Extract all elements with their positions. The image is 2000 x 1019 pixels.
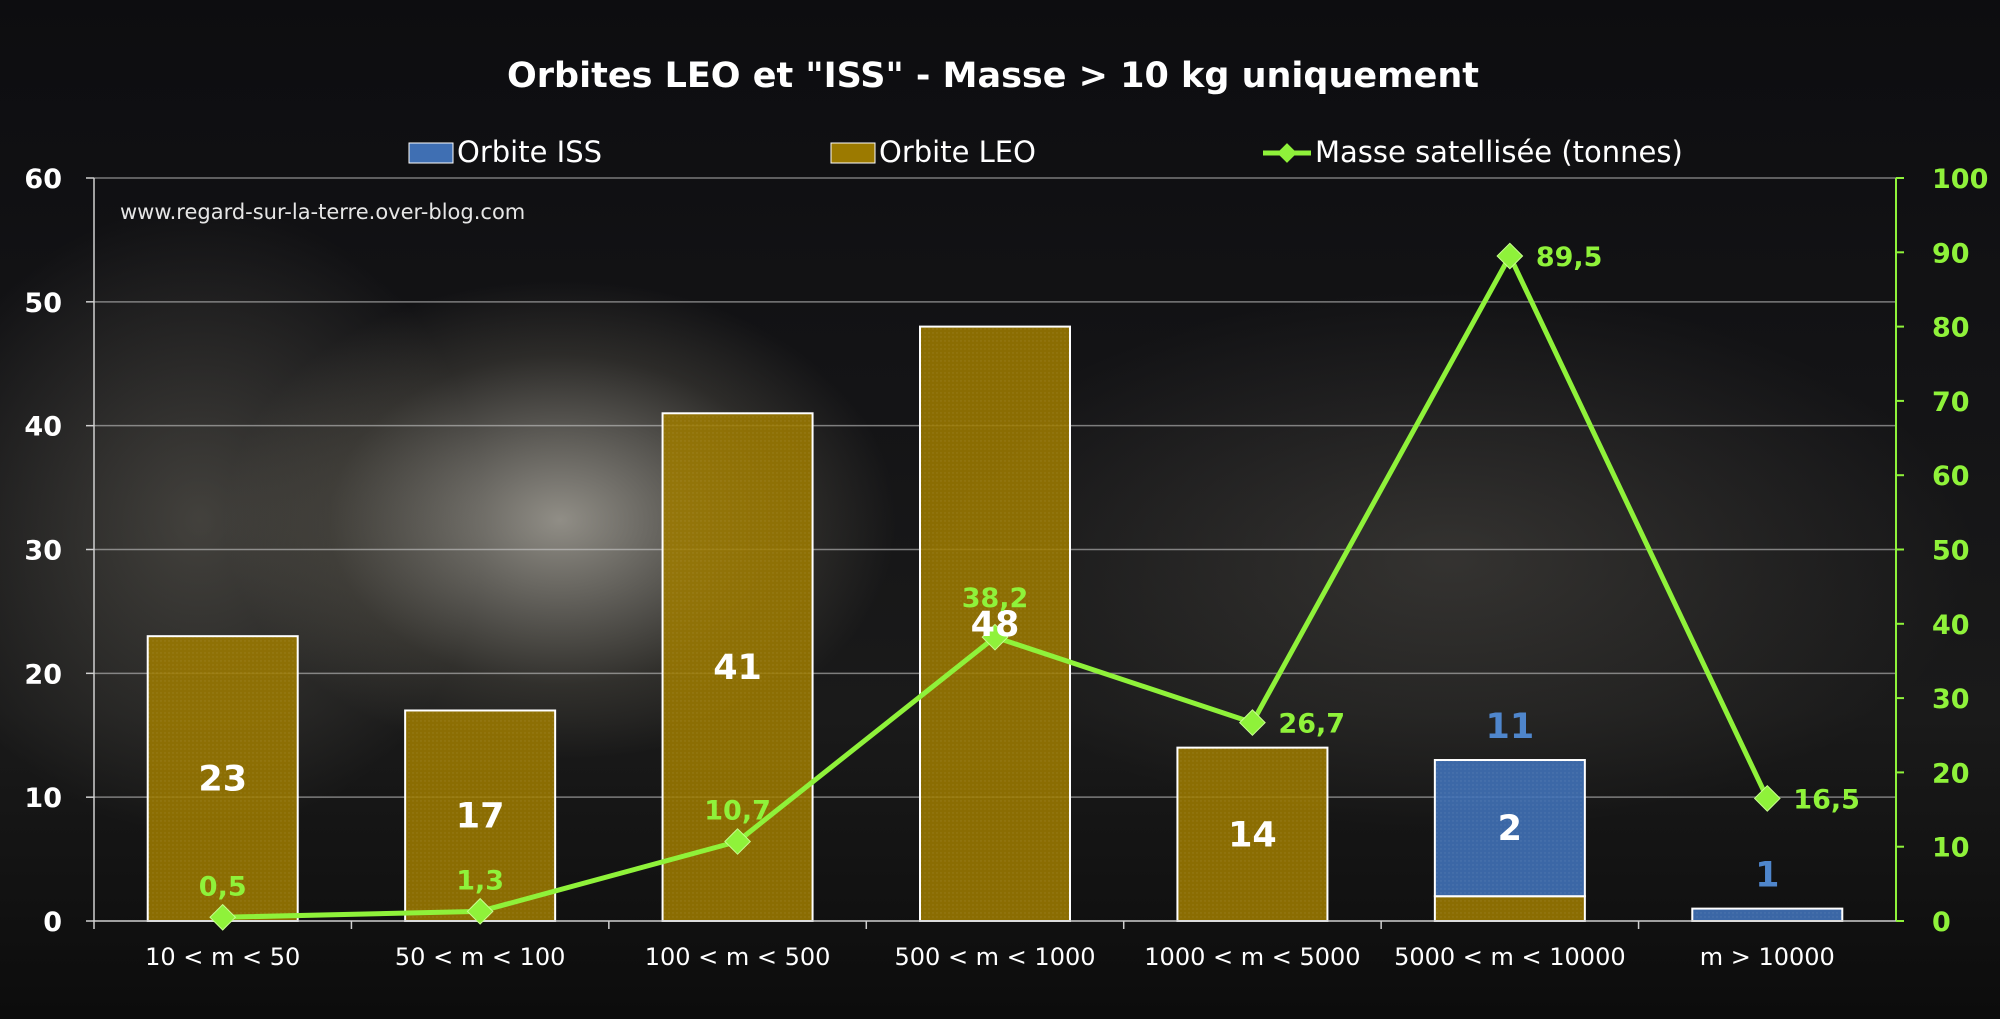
legend-item-iss: Orbite ISS	[408, 135, 602, 169]
x-tick-label-7: m > 10000	[1700, 943, 1835, 971]
y-left-tick-label-60: 60	[24, 164, 62, 195]
x-tick-label-5: 1000 < m < 5000	[1144, 943, 1360, 971]
mass-label-4: 38,2	[962, 583, 1029, 614]
bar-label-leo-3: 41	[713, 648, 762, 688]
mass-point-7	[1753, 784, 1781, 812]
bar-iss-6-texture	[1434, 760, 1585, 897]
y-right-tick-label-80: 80	[1932, 313, 1970, 344]
y-left-tick-label-50: 50	[24, 288, 62, 319]
y-right-tick-label-60: 60	[1932, 461, 1970, 492]
x-tick-label-3: 100 < m < 500	[645, 943, 831, 971]
legend: Orbite ISS Orbite LEO Masse satellisée (…	[408, 135, 1683, 169]
mass-label-7: 16,5	[1793, 784, 1860, 815]
bars	[146, 325, 1844, 923]
mass-point-5	[1238, 709, 1266, 737]
y-right-tick-label-30: 30	[1932, 684, 1970, 715]
mass-label-6: 89,5	[1536, 242, 1603, 273]
mass-point-2	[466, 897, 494, 925]
bar-label-iss-7: 1	[1755, 856, 1779, 896]
bar-leo-5-texture	[1177, 747, 1328, 921]
y-right-tick-label-10: 10	[1932, 833, 1970, 864]
bar-label-leo-4: 48	[971, 605, 1020, 645]
y-left-tick-label-30: 30	[24, 536, 62, 567]
mass-point-1	[209, 903, 237, 931]
axes: 0 10 20 30 40 50 60 0 10 20 30 40 50 60 70 80 90 100 10 < …	[24, 164, 1988, 971]
legend-label-iss: Orbite ISS	[457, 135, 602, 169]
mass-label-2: 1,3	[456, 865, 504, 896]
y-right-tick-label-40: 40	[1932, 610, 1970, 641]
mass-label-5: 26,7	[1278, 709, 1345, 740]
y-left-tick-label-0: 0	[43, 907, 62, 938]
bar-label-iss-6: 11	[1485, 707, 1534, 747]
bar-leo-2-texture	[405, 710, 556, 921]
y-left-tick-label-10: 10	[24, 783, 62, 814]
legend-swatch-iss	[408, 142, 454, 164]
mass-label-1: 0,5	[199, 871, 247, 902]
x-tick-label-6: 5000 < m < 10000	[1394, 943, 1626, 971]
y-left-tick-label-20: 20	[24, 659, 62, 690]
x-tick-label-1: 10 < m < 50	[145, 943, 300, 971]
bar-label-leo-5: 14	[1228, 815, 1277, 855]
legend-item-leo: Orbite LEO	[830, 135, 1036, 169]
legend-swatch-leo	[830, 142, 876, 164]
bar-leo-6-texture	[1434, 896, 1585, 921]
mass-label-3: 10,7	[704, 795, 771, 826]
mass-line	[209, 242, 1781, 931]
bar-label-leo-1: 23	[198, 760, 247, 800]
bar-label-leo-6: 2	[1498, 809, 1522, 849]
y-right-tick-label-100: 100	[1932, 164, 1988, 195]
bar-iss-7-texture	[1692, 908, 1843, 921]
y-right-tick-label-90: 90	[1932, 238, 1970, 269]
watermark-text: www.regard-sur-la-terre.over-blog.com	[120, 200, 525, 224]
legend-swatch-mass-marker	[1277, 143, 1297, 163]
y-right-tick-label-20: 20	[1932, 758, 1970, 789]
y-right-tick-label-50: 50	[1932, 536, 1970, 567]
y-left-tick-label-40: 40	[24, 412, 62, 443]
legend-label-leo: Orbite LEO	[879, 135, 1036, 169]
x-tick-label-4: 500 < m < 1000	[895, 943, 1096, 971]
bar-label-leo-2: 17	[456, 797, 505, 837]
x-tick-label-2: 50 < m < 100	[395, 943, 565, 971]
mass-point-4	[981, 623, 1009, 651]
legend-item-mass: Masse satellisée (tonnes)	[1263, 135, 1683, 169]
chart-title: Orbites LEO et "ISS" - Masse > 10 kg uni…	[507, 56, 1479, 96]
y-right-tick-label-70: 70	[1932, 387, 1970, 418]
mass-point-3	[724, 828, 752, 855]
y-right-tick-label-0: 0	[1932, 907, 1951, 938]
bar-leo-1-texture	[147, 636, 298, 921]
mass-point-6	[1496, 242, 1524, 270]
legend-label-mass: Masse satellisée (tonnes)	[1315, 135, 1683, 169]
